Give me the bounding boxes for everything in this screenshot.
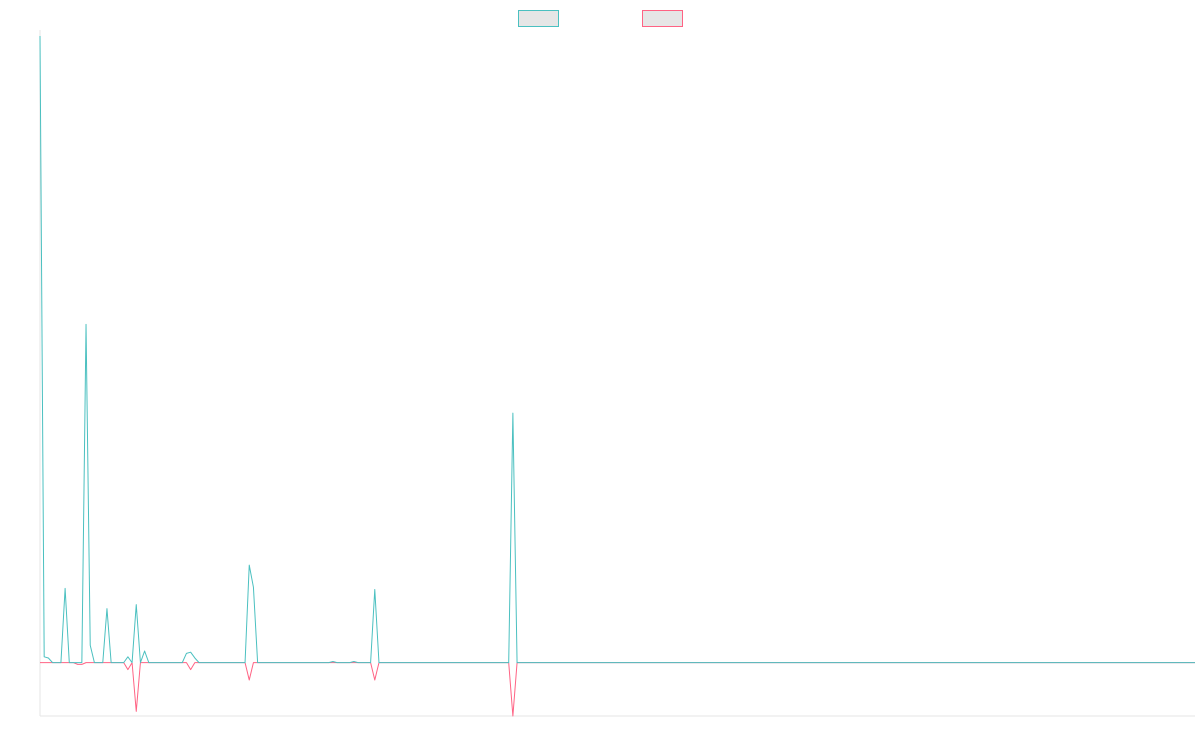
legend-swatch-2[interactable] xyxy=(642,10,683,27)
legend-swatch-1[interactable] xyxy=(518,10,559,27)
series-line-2 xyxy=(40,662,1195,717)
legend[interactable] xyxy=(518,10,683,27)
series-line-1 xyxy=(39,35,1195,664)
series-layer xyxy=(39,35,1195,717)
